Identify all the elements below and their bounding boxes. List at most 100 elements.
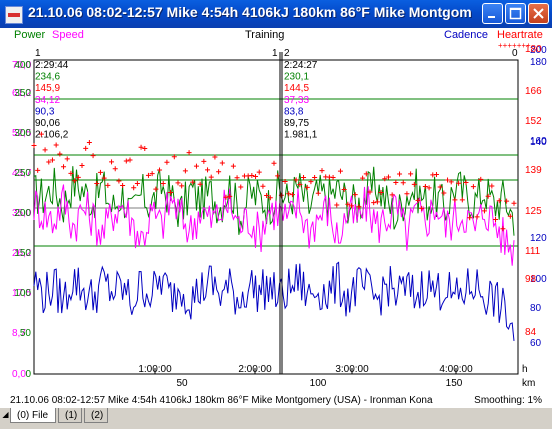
legend-heartrate: Heartrate — [497, 29, 543, 41]
heartrate-point — [507, 213, 513, 219]
close-button[interactable] — [528, 3, 549, 24]
heartrate-point — [79, 162, 85, 168]
distance-tick: 150 — [446, 378, 463, 389]
heartrate-point — [356, 204, 362, 210]
heartrate-point — [223, 194, 229, 200]
heartrate-point — [53, 142, 59, 148]
heartrate-point — [345, 201, 351, 207]
heartrate-point — [142, 146, 148, 152]
heartrate-point — [201, 158, 207, 164]
heartrate-tick: 111 — [525, 246, 541, 257]
chart-canvas[interactable]: Power Speed Training Cadence Heartrate++++++… — [0, 28, 552, 394]
heartrate-point — [127, 157, 133, 163]
cursor2-time: 2:24:27 — [284, 60, 318, 71]
heartrate-point — [145, 172, 151, 178]
heartrate-point — [249, 173, 255, 179]
heartrate-point — [116, 178, 122, 184]
tab-scroll-left-icon[interactable]: ◢ — [2, 410, 9, 419]
heartrate-point — [182, 168, 188, 174]
heartrate-point — [219, 160, 225, 166]
heartrate-point — [360, 175, 366, 181]
series-power — [33, 166, 515, 236]
chart-labels: Power Speed Training Cadence Heartrate++++++… — [12, 29, 547, 389]
speed-tick: 17,5 — [12, 288, 32, 299]
cadence-tick: 180 — [530, 57, 547, 68]
heartrate-point — [227, 193, 233, 199]
heartrate-point — [397, 171, 403, 177]
chart-grid — [33, 59, 519, 375]
heartrate-point — [164, 159, 170, 165]
cursor1-power: 234,6 — [35, 72, 60, 83]
cadence-tick: 200 — [530, 45, 547, 56]
heartrate-point — [112, 166, 118, 172]
heartrate-point — [411, 181, 417, 187]
heartrate-point — [478, 176, 484, 182]
heartrate-point — [46, 159, 52, 165]
heartrate-point — [72, 178, 78, 184]
legend-heartrate-marker: +++++++ — [498, 41, 531, 50]
heartrate-tick: 180 — [525, 44, 542, 55]
heartrate-point — [49, 157, 55, 163]
heartrate-point — [120, 182, 126, 188]
power-tick: 200 — [14, 208, 31, 219]
heartrate-point — [61, 164, 67, 170]
heartrate-point — [109, 159, 115, 165]
heartrate-point — [238, 184, 244, 190]
heartrate-point — [123, 158, 129, 164]
tab-1[interactable]: (1) — [58, 408, 82, 423]
distance-tick: 50 — [176, 378, 188, 389]
heartrate-tick: 125 — [525, 206, 542, 217]
heartrate-point — [437, 184, 443, 190]
heartrate-point — [382, 176, 388, 182]
heartrate-point — [105, 182, 111, 188]
heartrate-point — [474, 214, 480, 220]
heartrate-point — [378, 189, 384, 195]
legend-power: Power — [14, 29, 46, 41]
heartrate-point — [282, 178, 288, 184]
distance-tick: 100 — [310, 378, 327, 389]
minimize-button[interactable] — [482, 3, 503, 24]
maximize-icon — [509, 7, 522, 20]
cadence-tick: 80 — [530, 303, 542, 314]
heartrate-point — [131, 185, 137, 191]
tab-file[interactable]: (0) File — [10, 408, 56, 423]
cursor1-cadence: 90,3 — [35, 106, 55, 117]
heartrate-point — [75, 174, 81, 180]
speed-tick: 61,2 — [12, 88, 32, 99]
close-icon — [533, 8, 544, 19]
heartrate-tick: 152 — [525, 116, 542, 127]
speed-tick: 52,5 — [12, 128, 32, 139]
cadence-tick: 140 — [530, 137, 547, 148]
heartrate-point — [452, 197, 458, 203]
speed-tick: 35,0 — [12, 208, 32, 219]
heartrate-tick: 98 — [525, 274, 537, 285]
heartrate-point — [193, 163, 199, 169]
heartrate-point — [42, 147, 48, 153]
heartrate-point — [367, 189, 373, 195]
cursor2-energy: 1.981,1 — [284, 130, 318, 141]
cadence-tick: 60 — [530, 338, 542, 349]
time-tick: 1:00:00 — [138, 364, 172, 375]
heartrate-point — [481, 208, 487, 214]
heartrate-point — [260, 183, 266, 189]
heartrate-point — [101, 175, 107, 181]
heartrate-point — [38, 131, 44, 137]
heartrate-point — [374, 199, 380, 205]
title-bar: 21.10.06 08:02-12:57 Mike 4:54h 4106kJ 1… — [0, 0, 552, 28]
heartrate-point — [422, 183, 428, 189]
cursor2-hr: 144,5 — [284, 83, 309, 94]
heartrate-tick: 84 — [525, 327, 537, 338]
tab-2[interactable]: (2) — [84, 408, 108, 423]
heartrate-point — [426, 185, 432, 191]
heartrate-point — [319, 168, 325, 174]
power-tick: 400 — [14, 60, 31, 71]
heartrate-point — [68, 170, 74, 176]
maximize-button[interactable] — [505, 3, 526, 24]
heartrate-point — [441, 190, 447, 196]
heartrate-point — [149, 171, 155, 177]
legend-speed: Speed — [52, 29, 84, 41]
smoothing-text: Smoothing: 1% — [474, 395, 542, 406]
cursor2-cadence: 83,8 — [284, 106, 304, 117]
power-tick: 0 — [25, 369, 31, 380]
training-chart[interactable]: Power Speed Training Cadence Heartrate ++++++… — [0, 28, 552, 394]
